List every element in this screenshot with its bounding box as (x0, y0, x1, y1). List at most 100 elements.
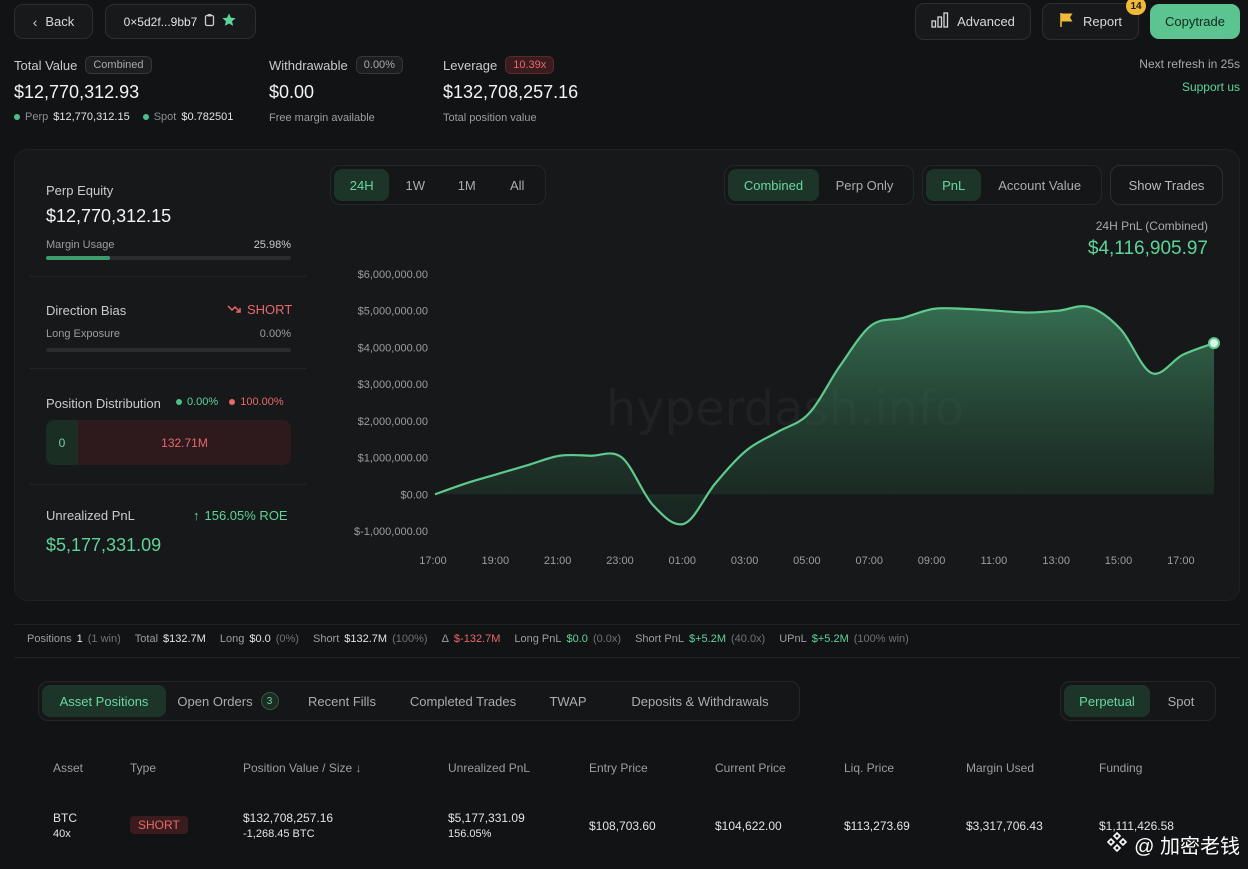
tab-deposits-withdrawals[interactable]: Deposits & Withdrawals (631, 693, 769, 709)
margin-usage-value: 25.98% (253, 239, 291, 251)
copytrade-button[interactable]: Copytrade (1150, 4, 1240, 39)
range-1w[interactable]: 1W (405, 177, 425, 193)
total-value: $12,770,312.93 (14, 82, 140, 102)
stat-extra: (1 win) (87, 633, 121, 645)
row-upnl: $5,177,331.09 (448, 811, 525, 825)
pnl-title: 24H PnL (Combined) (1095, 219, 1208, 233)
x-tick-label: 21:00 (544, 555, 572, 567)
long-dot (176, 399, 182, 405)
metric-account-value[interactable]: Account Value (998, 177, 1082, 193)
advanced-button[interactable]: Advanced (915, 3, 1031, 40)
upnl-label: Unrealized PnL (46, 508, 135, 523)
stat-extra: (0%) (275, 633, 299, 645)
column-header-asset[interactable]: Asset (53, 761, 84, 775)
tab-completed-trades[interactable]: Completed Trades (409, 693, 517, 709)
x-tick-label: 05:00 (793, 555, 821, 567)
distribution-bar: 0 132.71M (46, 420, 291, 465)
row-position-size: -1,268.45 BTC (243, 828, 315, 840)
tab-recent-fills[interactable]: Recent Fills (308, 693, 376, 709)
column-header-current-price[interactable]: Current Price (715, 761, 786, 775)
support-link[interactable]: Support us (1181, 80, 1240, 94)
withdrawable-value: $0.00 (269, 82, 315, 102)
column-header-type[interactable]: Type (130, 761, 157, 775)
row-liq-price: $113,273.69 (844, 819, 910, 833)
y-tick-label: $3,000,000.00 (358, 379, 428, 391)
upnl-roe: ↑ 156.05% ROE (193, 508, 288, 523)
y-tick-label: $0.00 (400, 489, 428, 501)
column-header-position-value-size[interactable]: Position Value / Size ↓ (243, 761, 362, 775)
x-tick-label: 23:00 (606, 555, 634, 567)
stat-6: Short PnL $+5.2M (40.0x) (635, 633, 765, 645)
x-tick-label: 11:00 (981, 555, 1008, 567)
copy-icon[interactable] (203, 13, 215, 30)
stat-1: Total $132.7M (135, 633, 206, 645)
market-perpetual[interactable]: Perpetual (1064, 685, 1150, 717)
stat-value: $132.7M (163, 633, 206, 645)
leverage-sub: Total position value (443, 112, 537, 124)
column-header-margin-used[interactable]: Margin Used (966, 761, 1035, 775)
divider (30, 276, 306, 277)
stat-label: UPnL (779, 633, 807, 645)
x-tick-label: 01:00 (669, 555, 697, 567)
long-exposure-value: 0.00% (259, 328, 291, 340)
stat-value: $-132.7M (453, 633, 501, 645)
column-header-liq-price[interactable]: Liq. Price (844, 761, 895, 775)
tab-asset-positions[interactable]: Asset Positions (42, 685, 166, 717)
divider (30, 484, 306, 485)
margin-usage-label: Margin Usage (46, 239, 115, 251)
pnl-latest-point[interactable] (1208, 337, 1220, 350)
x-tick-label: 17:00 (1167, 555, 1195, 567)
metric-selector: PnL Account Value (922, 165, 1102, 205)
star-icon[interactable] (221, 12, 237, 31)
stat-extra: (0.0x) (592, 633, 622, 645)
stat-7: UPnL $+5.2M (100% win) (779, 633, 909, 645)
withdrawable-header: Withdrawable 0.00% (269, 56, 403, 74)
column-header-unrealized-pnl[interactable]: Unrealized PnL (448, 761, 531, 775)
upnl-value: $5,177,331.09 (46, 535, 162, 555)
back-button[interactable]: ‹ Back (14, 4, 93, 39)
x-tick-label: 17:00 (419, 555, 447, 567)
row-funding: $1,111,426.58 (1099, 819, 1174, 833)
market-spot[interactable]: Spot (1167, 693, 1195, 709)
range-all[interactable]: All (510, 177, 525, 193)
metric-pnl[interactable]: PnL (926, 169, 982, 201)
pnl-line (434, 305, 1215, 526)
address-chip[interactable]: 0×5d2f...9bb7 (105, 4, 256, 39)
row-entry-price: $108,703.60 (589, 819, 656, 833)
x-tick-label: 09:00 (918, 555, 946, 567)
perp-equity-label: Perp Equity (46, 183, 114, 198)
binance-logo-icon (1106, 831, 1128, 859)
stat-label: Long (219, 633, 245, 645)
range-24h[interactable]: 24H (334, 169, 390, 201)
corner-watermark: @ 加密老钱 (1106, 830, 1240, 859)
divider (30, 368, 306, 369)
mode-perp-only[interactable]: Perp Only (835, 177, 894, 193)
y-tick-label: $-1,000,000.00 (354, 526, 428, 538)
stat-extra: (100%) (392, 633, 428, 645)
show-trades-button[interactable]: Show Trades (1110, 165, 1223, 205)
mode-combined[interactable]: Combined (728, 169, 819, 201)
pnl-chart[interactable]: hyperdash.info $6,000,000.00$5,000,000.0… (330, 255, 1230, 580)
stat-2: Long $0.0 (0%) (220, 633, 299, 645)
stat-extra: (100% win) (853, 633, 909, 645)
spot-dot (142, 114, 149, 120)
y-tick-label: $4,000,000.00 (358, 342, 428, 354)
total-value-pill[interactable]: Combined (85, 56, 152, 74)
leverage-header: Leverage 10.39x (443, 56, 555, 74)
column-header-funding[interactable]: Funding (1099, 761, 1143, 775)
row-asset[interactable]: BTC (53, 811, 77, 825)
stat-label: Long PnL (514, 633, 562, 645)
report-badge: 14 (1126, 0, 1146, 15)
margin-usage-fill (46, 256, 110, 260)
refresh-timer: Next refresh in 25s (1139, 57, 1240, 71)
withdrawable-sub: Free margin available (269, 112, 375, 124)
report-button[interactable]: Report (1042, 3, 1139, 40)
chevron-left-icon: ‹ (32, 13, 38, 30)
range-1m[interactable]: 1M (457, 177, 476, 193)
perp-dot (14, 114, 20, 120)
column-header-entry-price[interactable]: Entry Price (589, 761, 648, 775)
tab-twap[interactable]: TWAP (549, 693, 587, 709)
tab-open-orders[interactable]: Open Orders 3 (166, 685, 290, 717)
stat-4: Δ $-132.7M (442, 633, 501, 645)
margin-usage-track (46, 256, 291, 260)
